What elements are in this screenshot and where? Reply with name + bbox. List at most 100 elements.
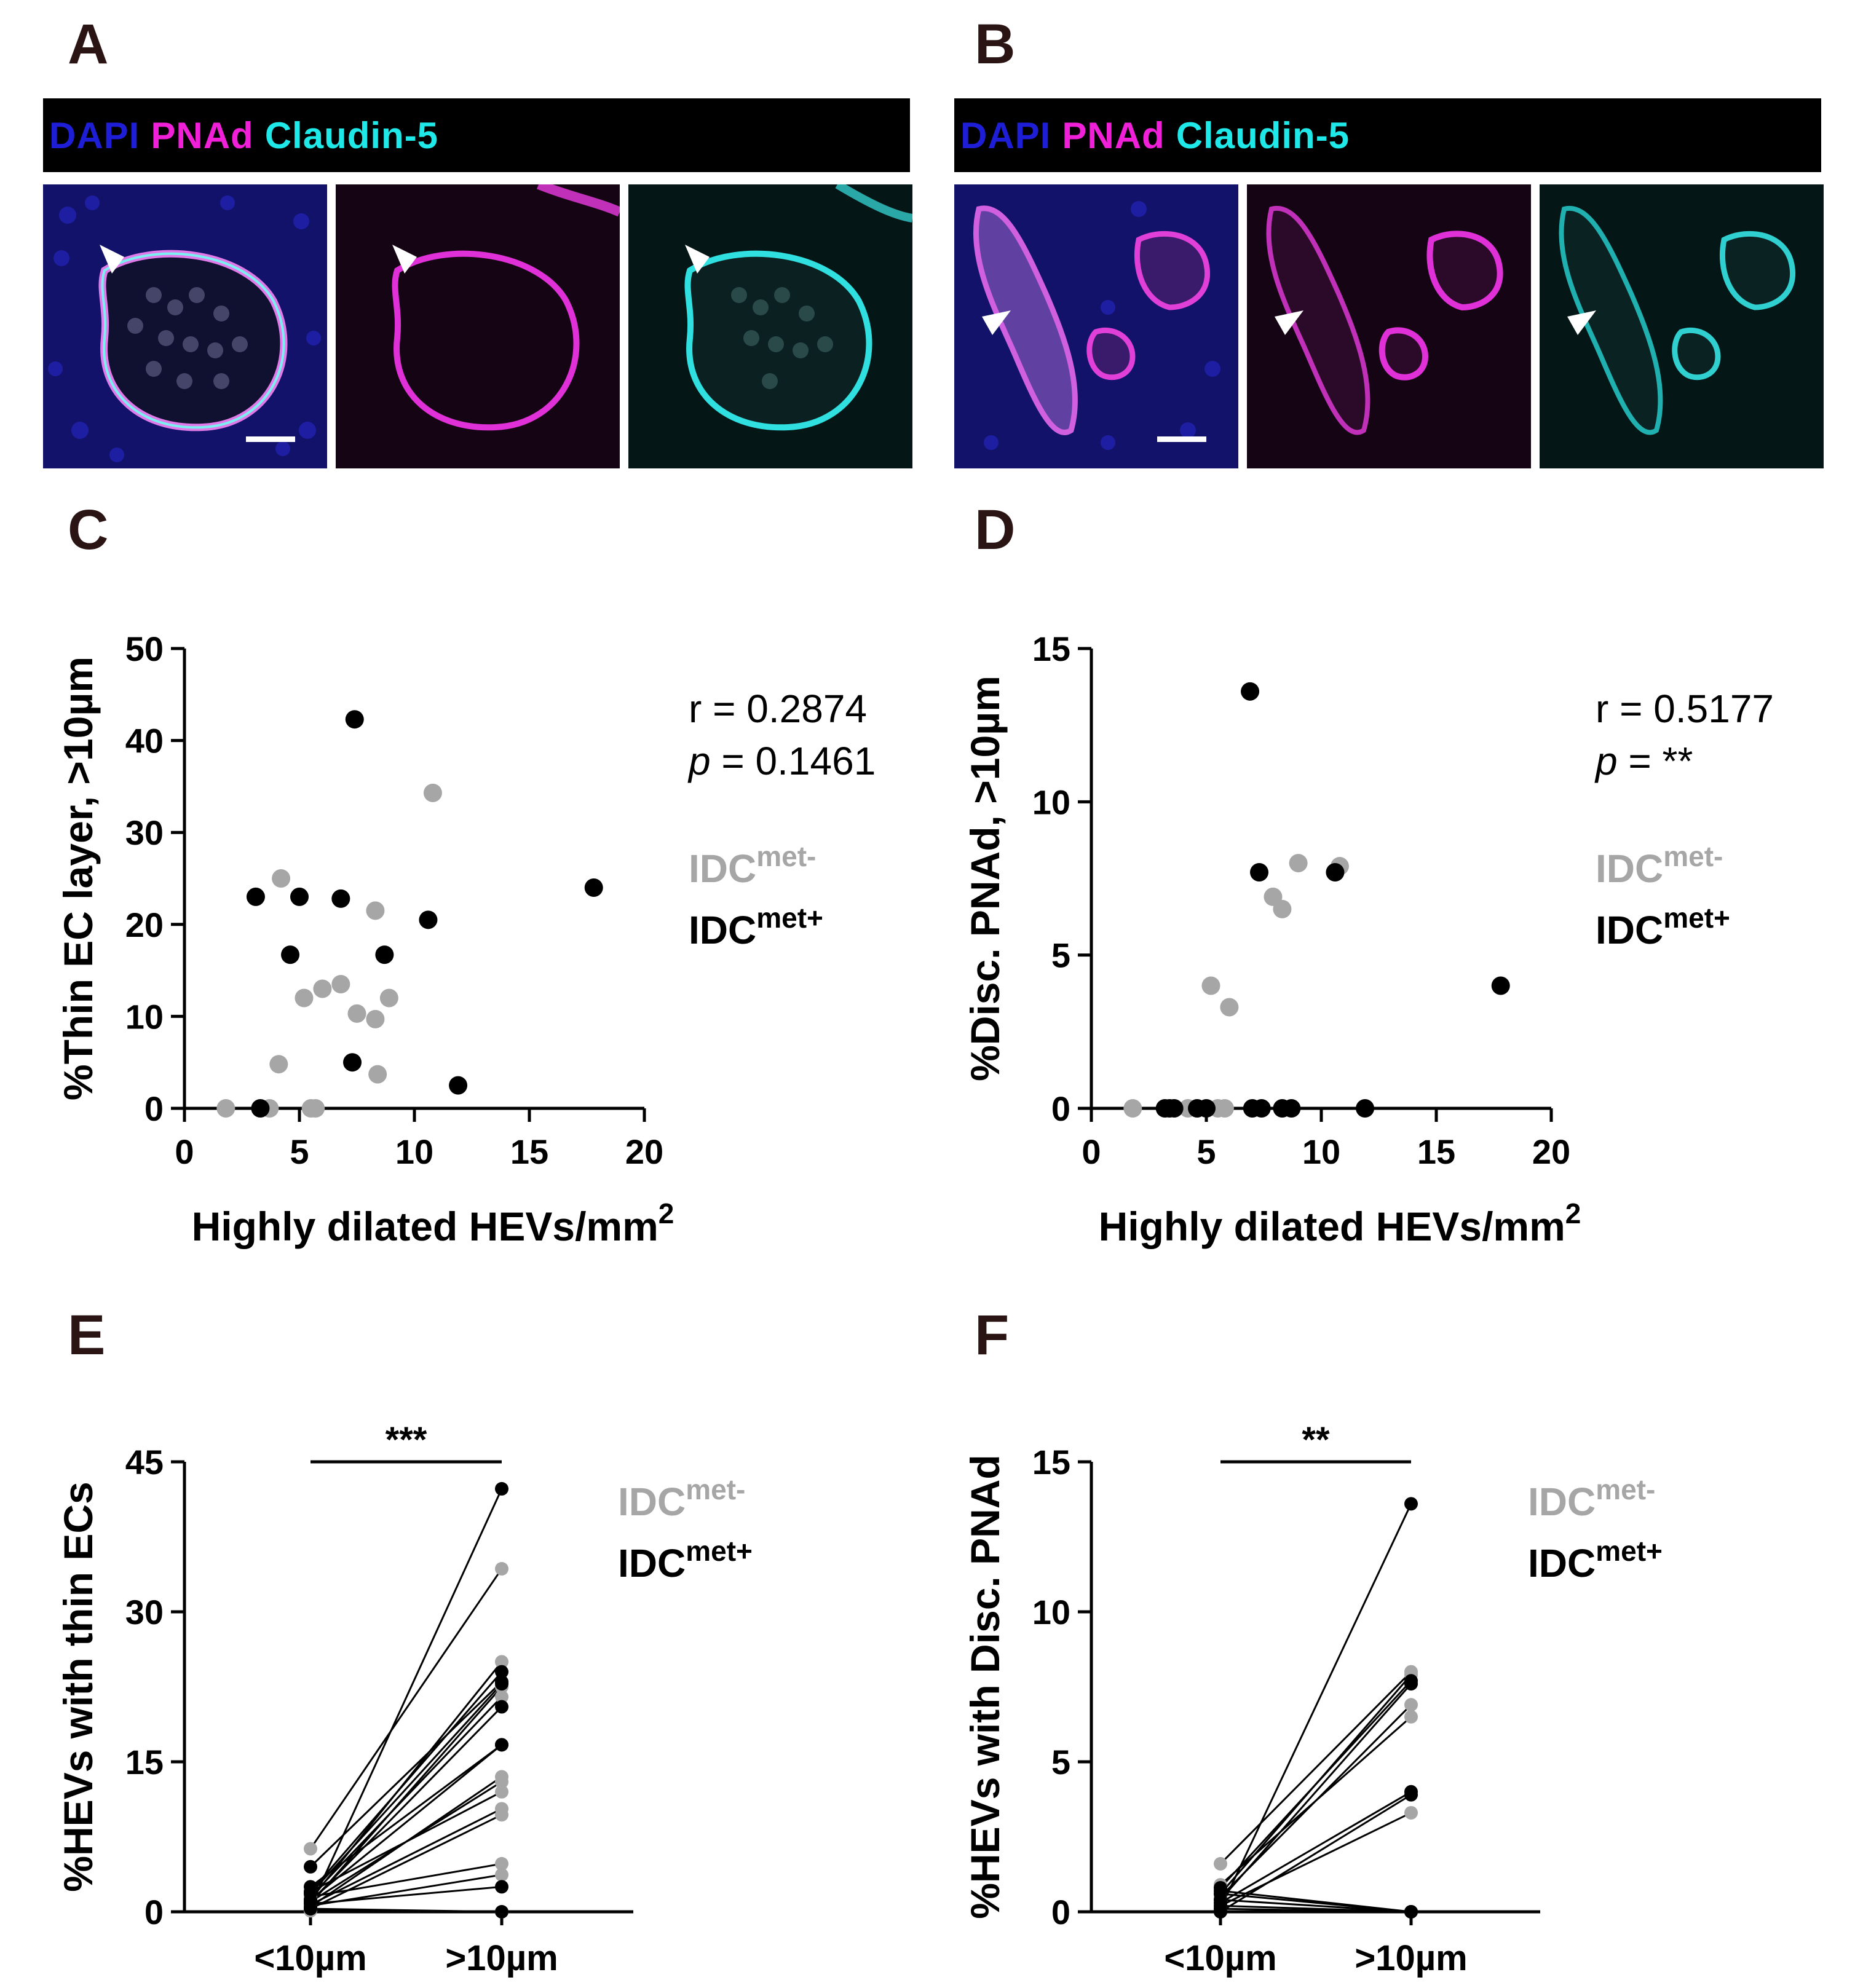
legend-item-idc-met-neg-D: IDCmet- xyxy=(1596,840,1723,891)
paired-point-idc-met-pos xyxy=(495,1665,508,1679)
panel-letter-a: A xyxy=(68,13,109,76)
y-axis-label: %Disc. PNAd, >10µm xyxy=(962,676,1008,1081)
legend-item-idc-met-neg-F: IDCmet- xyxy=(1528,1473,1655,1524)
scatter-point-idc-met-neg xyxy=(366,901,385,920)
scatter-point-idc-met-pos xyxy=(419,910,438,929)
scatter-point-idc-met-neg xyxy=(272,869,291,888)
y-tick-label: 40 xyxy=(125,722,164,760)
scatter-point-idc-met-pos xyxy=(345,710,364,729)
paired-line xyxy=(1220,1904,1412,1913)
scatter-point-idc-met-neg xyxy=(1201,976,1220,995)
paired-line xyxy=(1219,1503,1412,1909)
arrowhead-marker-icon xyxy=(982,310,1011,335)
stain-legend-bar-a: DAPI PNAd Claudin-5 xyxy=(43,98,910,172)
paired-point-idc-met-pos xyxy=(304,1902,317,1916)
y-tick-label: 20 xyxy=(125,905,164,944)
arrowhead-marker-icon xyxy=(1275,310,1303,335)
y-tick-label: 0 xyxy=(1051,1089,1070,1128)
scatter-point-idc-met-pos xyxy=(1197,1099,1216,1118)
x-axis-label: Highly dilated HEVs/mm2 xyxy=(192,1197,674,1249)
y-tick-label: 10 xyxy=(1032,1593,1070,1631)
paired-point-idc-met-pos xyxy=(1404,1677,1418,1691)
y-tick-label: 30 xyxy=(125,1593,164,1631)
paired-line xyxy=(310,1808,502,1906)
scatter-point-idc-met-pos xyxy=(251,1099,270,1118)
x-axis-label: Highly dilated HEVs/mm2 xyxy=(1099,1197,1581,1249)
paired-line xyxy=(310,1885,502,1905)
stat-p-value: p = ** xyxy=(1594,739,1693,783)
paired-line xyxy=(1220,1898,1412,1913)
paired-point-idc-met-pos xyxy=(495,1738,508,1752)
paired-point-idc-met-pos xyxy=(1404,1497,1418,1511)
scatter-point-idc-met-neg xyxy=(423,783,442,802)
paired-line xyxy=(1220,1890,1412,1913)
paired-line xyxy=(310,1744,502,1901)
paired-line xyxy=(310,1813,502,1910)
x-tick-label: 10 xyxy=(1302,1132,1340,1171)
paired-point-idc-met-pos xyxy=(495,1677,508,1691)
stain-label-pnad: PNAd xyxy=(151,114,254,156)
paired-point-idc-met-pos xyxy=(495,1880,508,1894)
x-tick-label: 5 xyxy=(1197,1132,1216,1171)
x-tick-label: 5 xyxy=(290,1132,309,1171)
arrowhead-marker-icon xyxy=(100,245,124,274)
paired-point-idc-met-neg xyxy=(1214,1856,1227,1871)
paired-point-idc-met-neg xyxy=(1404,1710,1418,1724)
paired-point-idc-met-neg xyxy=(495,1690,508,1704)
legend-item-idc-met-pos-E: IDCmet+ xyxy=(618,1535,753,1585)
x-tick-label: 15 xyxy=(510,1132,548,1171)
micrograph-b-claudin xyxy=(1540,184,1824,468)
scatter-point-idc-met-pos xyxy=(1491,976,1510,995)
scatter-point-idc-met-neg xyxy=(1289,854,1308,873)
paired-point-idc-met-neg xyxy=(495,1868,508,1882)
legend-item-idc-met-pos-F: IDCmet+ xyxy=(1528,1535,1663,1585)
stain-label-pnad: PNAd xyxy=(1062,114,1165,156)
y-tick-label: 15 xyxy=(1032,629,1070,668)
x-tick-label: 15 xyxy=(1417,1132,1455,1171)
stat-r-value: r = 0.5177 xyxy=(1596,687,1774,731)
micrograph-a-pnad xyxy=(336,184,620,468)
paired-line xyxy=(309,1706,503,1903)
significance-label: ** xyxy=(1302,1420,1330,1460)
legend-item-idc-met-neg-E: IDCmet- xyxy=(618,1473,745,1524)
paired-point-idc-met-pos xyxy=(495,1481,508,1496)
y-tick-label: 0 xyxy=(1051,1893,1070,1931)
scatter-point-idc-met-neg xyxy=(313,979,332,998)
y-tick-label: 0 xyxy=(144,1893,164,1931)
y-axis-label: %Thin EC layer, >10µm xyxy=(55,657,101,1100)
scatter-point-idc-met-pos xyxy=(281,945,300,964)
panel-letter-c: C xyxy=(68,499,109,561)
scale-bar xyxy=(246,436,295,442)
stain-label-claudin: Claudin-5 xyxy=(1176,114,1350,156)
panel-letter-b: B xyxy=(975,13,1016,76)
paired-line xyxy=(310,1744,502,1888)
scatter-point-idc-met-pos xyxy=(1282,1099,1301,1118)
scatter-point-idc-met-neg xyxy=(366,1009,385,1028)
paired-line xyxy=(309,1683,503,1895)
paired-point-idc-met-neg xyxy=(495,1775,508,1789)
paired-point-idc-met-pos xyxy=(495,1905,508,1919)
y-axis-label: %HEVs with thin ECs xyxy=(55,1481,101,1891)
paired-point-idc-met-pos xyxy=(1214,1883,1227,1898)
paired-point-idc-met-neg xyxy=(495,1856,508,1871)
y-tick-label: 5 xyxy=(1051,1743,1070,1781)
stain-label-claudin: Claudin-5 xyxy=(264,114,439,156)
stain-label-dapi: DAPI xyxy=(49,114,140,156)
panel-letter-f: F xyxy=(975,1304,1010,1367)
y-tick-label: 15 xyxy=(1032,1443,1070,1481)
y-tick-label: 15 xyxy=(125,1743,164,1781)
scatter-point-idc-met-pos xyxy=(1241,682,1260,701)
y-tick-label: 0 xyxy=(144,1089,164,1128)
paired-line xyxy=(310,1863,502,1898)
x-tick-label: >10µm xyxy=(445,1938,558,1978)
legend-item-idc-met-pos-C: IDCmet+ xyxy=(689,902,823,952)
legend-item-idc-met-pos-D: IDCmet+ xyxy=(1596,902,1730,952)
x-tick-label: >10µm xyxy=(1355,1938,1467,1978)
scatter-point-idc-met-pos xyxy=(246,887,265,906)
paired-point-idc-met-neg xyxy=(495,1808,508,1822)
scatter-point-idc-met-pos xyxy=(1165,1099,1184,1118)
arrowhead-marker-icon xyxy=(1567,310,1596,335)
x-tick-label: 0 xyxy=(175,1132,194,1171)
micrograph-b-merged xyxy=(954,184,1238,468)
x-tick-label: <10µm xyxy=(1164,1938,1276,1978)
